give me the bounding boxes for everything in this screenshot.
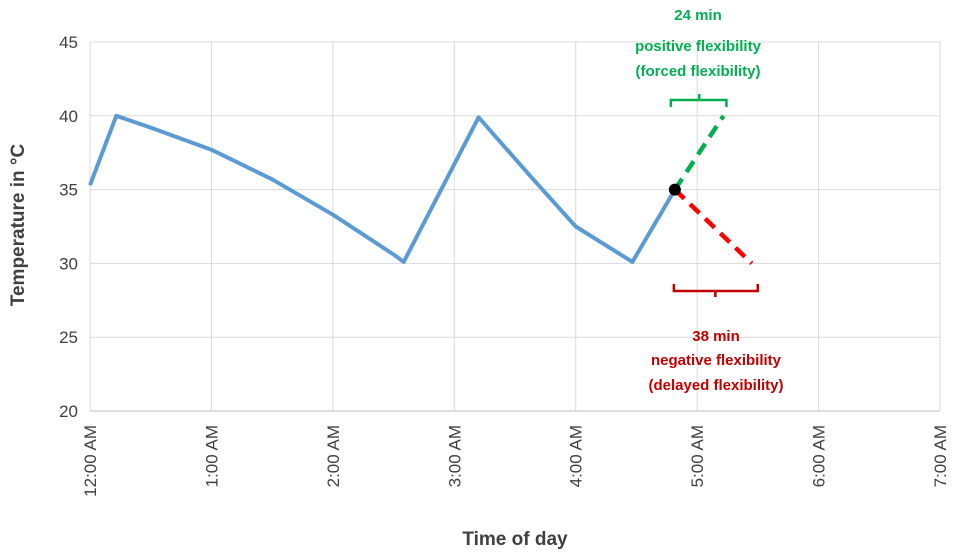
x-tick-label: 2:00 AM: [324, 425, 343, 487]
x-axis-ticks: 12:00 AM 1:00 AM 2:00 AM 3:00 AM 4:00 AM 5:00…: [81, 425, 950, 497]
negative-subtype-label: (delayed flexibility): [648, 377, 783, 394]
temperature-line: [88, 113, 677, 264]
y-axis-ticks: 20 25 30 35 40 45: [59, 33, 78, 421]
y-tick-label: 20: [59, 402, 78, 421]
x-tick-label: 6:00 AM: [810, 425, 829, 487]
y-tick-label: 40: [59, 107, 78, 126]
x-tick-label: 7:00 AM: [931, 425, 950, 487]
negative-type-label: negative flexibility: [651, 352, 782, 369]
x-tick-label: 4:00 AM: [567, 425, 586, 487]
x-tick-label: 3:00 AM: [445, 425, 464, 487]
positive-subtype-label: (forced flexibility): [635, 63, 760, 80]
positive-type-label: positive flexibility: [635, 38, 762, 55]
negative-flexibility-line: [673, 187, 754, 266]
negative-duration-label: 38 min: [692, 328, 740, 345]
y-tick-label: 35: [59, 181, 78, 200]
negative-bracket: [672, 284, 760, 297]
current-state-marker: [668, 183, 681, 196]
y-axis-title: Temperature in °C: [8, 144, 29, 307]
y-tick-label: 25: [59, 328, 78, 347]
x-tick-label: 1:00 AM: [202, 425, 221, 487]
positive-bracket: [669, 94, 728, 107]
y-tick-label: 30: [59, 254, 78, 273]
positive-duration-label: 24 min: [674, 7, 722, 24]
x-axis-title: Time of day: [462, 529, 568, 550]
negative-flexibility-annotation: 38 min negative flexibility (delayed fle…: [648, 284, 784, 394]
positive-flexibility-annotation: 24 min positive flexibility (forced flex…: [635, 7, 762, 107]
series-lines: [88, 113, 754, 266]
gridlines: [89, 41, 941, 412]
x-tick-label: 12:00 AM: [81, 425, 100, 497]
positive-flexibility-line: [673, 114, 726, 191]
y-tick-label: 45: [59, 33, 78, 52]
x-tick-label: 5:00 AM: [688, 425, 707, 487]
